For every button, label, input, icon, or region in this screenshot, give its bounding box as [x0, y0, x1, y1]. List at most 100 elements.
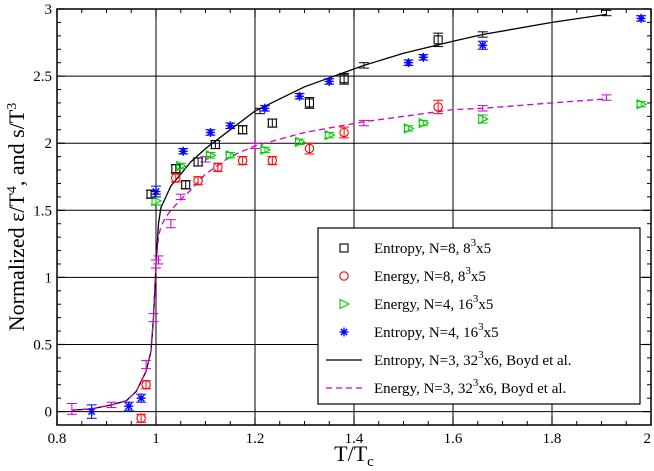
- legend-label-sup: 3: [478, 321, 484, 333]
- series-2-marker: [418, 117, 430, 129]
- series-1-marker: [171, 173, 181, 183]
- series-1-marker: [213, 162, 223, 173]
- axis-labels: T/Tc Normalized ε/T4, and s/T3: [4, 103, 374, 470]
- series-3-marker-stroke: [226, 122, 234, 130]
- series-1-marker: [339, 127, 349, 138]
- series-1-marker: [136, 413, 146, 424]
- series-3-marker-stroke: [637, 14, 645, 23]
- series-3-marker-stroke: [404, 59, 413, 67]
- legend-label-sup: 3: [473, 377, 479, 389]
- series-3-marker: [225, 121, 235, 131]
- series-3-marker-stroke: [479, 41, 487, 49]
- series-2-marker: [260, 144, 272, 156]
- legend-swatch-0: [339, 243, 349, 253]
- series-2-marker: [151, 195, 163, 207]
- series-2-marker: [294, 136, 306, 148]
- legend-label-name: Entropy, N=4, 16: [374, 325, 479, 341]
- legend-box: [317, 227, 641, 405]
- series-0-marker: [210, 139, 220, 150]
- y-axis-label-main: Normalized ε/T: [4, 193, 29, 332]
- series-3-marker-stroke: [87, 407, 96, 416]
- series-3-marker: [124, 401, 134, 411]
- markers: [86, 13, 648, 424]
- series-3-marker: [151, 187, 161, 197]
- legend-label-tail: x6, Boyd et al.: [478, 381, 566, 397]
- series-1-marker: [433, 102, 443, 112]
- series-0-marker: [181, 180, 191, 190]
- legend-label-5: Energy, N=3, 323x6, Boyd et al.: [374, 377, 566, 397]
- legend-label-tail: x5: [476, 241, 491, 257]
- legend-swatch-3: [339, 327, 349, 337]
- series-line-5: [71, 98, 607, 411]
- series-3-marker: [636, 13, 646, 23]
- series-2-marker: [176, 160, 187, 172]
- legend-label-3: Entropy, N=4, 163x5: [374, 321, 499, 341]
- legend-label-tail: x5: [471, 269, 486, 285]
- series-3-marker: [178, 146, 188, 156]
- series-0-marker: [304, 98, 315, 108]
- series-3-marker: [324, 76, 334, 86]
- series-3-marker-stroke: [261, 104, 269, 112]
- series-1-marker: [237, 155, 248, 166]
- y-tick-label: 0.5: [33, 337, 52, 353]
- legend-label-name: Energy, N=3, 32: [374, 381, 473, 397]
- x-axis-label-main: T/T: [334, 441, 368, 466]
- x-tick-label: 0.8: [48, 431, 67, 447]
- series-0-marker: [267, 118, 277, 128]
- series-3-marker: [87, 407, 97, 417]
- legend-label-tail: x5: [484, 325, 499, 341]
- series-3-marker: [205, 127, 215, 137]
- series-3-marker: [295, 91, 305, 101]
- legend-label-tail: x6, Boyd et al.: [484, 353, 572, 369]
- series-1-marker: [304, 143, 315, 154]
- y-tick-label: 3: [45, 2, 53, 18]
- series-0-marker: [238, 125, 248, 135]
- x-tick-label: 1.6: [444, 431, 463, 447]
- legend-label-sup: 3: [478, 349, 484, 361]
- series-1-marker: [141, 379, 151, 390]
- legend-label-sup: 3: [471, 237, 477, 249]
- y-axis-label-mid: , and s/T: [4, 109, 29, 186]
- legend-swatch-3-stroke: [340, 328, 348, 336]
- legend-label-0: Entropy, N=8, 83x5: [374, 237, 491, 257]
- series-3-marker-stroke: [295, 92, 304, 100]
- series-0-marker: [193, 157, 203, 167]
- y-tick-label: 2: [45, 136, 53, 152]
- series-1-marker: [193, 176, 203, 186]
- legend-label-name: Entropy, N=3, 32: [374, 353, 478, 369]
- y-tick-label: 1.5: [33, 203, 52, 219]
- series-0-marker: [339, 74, 349, 84]
- y-axis-label-sup: 3: [5, 103, 20, 110]
- series-line-4: [71, 13, 607, 411]
- x-tick-label: 1: [152, 431, 160, 447]
- legend-swatch-2: [339, 298, 351, 310]
- y-tick-label: 1: [45, 270, 53, 286]
- series-3-marker-stroke: [325, 77, 333, 86]
- series-3-marker-stroke: [206, 128, 215, 137]
- legend-swatch-1: [339, 271, 349, 281]
- x-tick-label: 1.4: [345, 431, 364, 447]
- legend-label-tail: x5: [478, 297, 493, 313]
- x-axis-label: T/Tc: [334, 441, 374, 470]
- legend-label-4: Entropy, N=3, 323x6, Boyd et al.: [374, 349, 572, 369]
- x-tick-label: 2: [644, 431, 652, 447]
- series-3-marker: [260, 103, 270, 113]
- series-3-marker: [418, 52, 428, 62]
- legend-label-sup: 3: [465, 265, 471, 277]
- legend-label-name: Entropy, N=8, 8: [374, 241, 471, 257]
- series-3-marker: [403, 58, 413, 68]
- series-0-marker: [433, 35, 443, 45]
- series-3-marker: [136, 393, 146, 403]
- legend-label-sup: 3: [473, 293, 479, 305]
- series-0-marker: [146, 189, 156, 199]
- series-3-marker-stroke: [137, 394, 145, 402]
- series-2-marker: [403, 123, 415, 134]
- legend-label-name: Energy, N=8, 8: [374, 269, 465, 285]
- series-3-marker: [478, 40, 488, 50]
- y-tick-label: 2.5: [33, 69, 52, 85]
- series-2-marker: [636, 98, 648, 110]
- series-3-marker-stroke: [152, 187, 160, 196]
- y-axis-label: Normalized ε/T4, and s/T3: [4, 103, 29, 332]
